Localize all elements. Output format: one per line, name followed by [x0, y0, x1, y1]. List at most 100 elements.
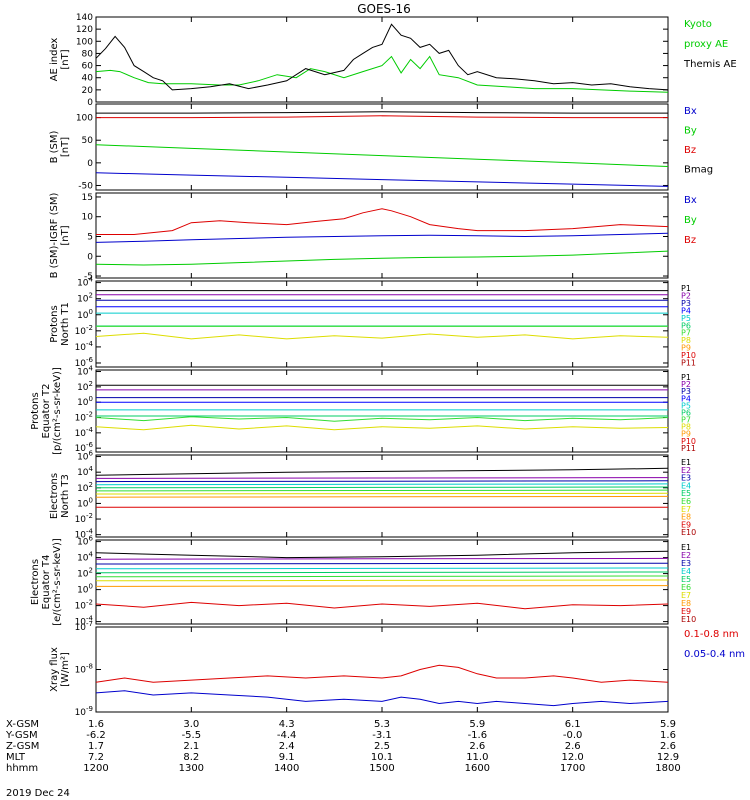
ephemeris-value: 10.1 [371, 752, 393, 763]
legend-entry: E1 [681, 543, 691, 552]
ephemeris-value: -0.0 [563, 730, 583, 741]
ephemeris-row-label: Y-GSM [5, 730, 38, 741]
y-tick-label: 10-2 [75, 411, 93, 424]
legend-entry: P4 [681, 394, 691, 403]
legend-entry: P8 [681, 336, 691, 345]
panel-1: 0 20 40 60 80 100 120 140 AE index [nT] Kyoto proxy… [49, 13, 737, 108]
series-e3 [95, 562, 669, 565]
ephemeris-row-label: Z-GSM [6, 741, 39, 752]
ephemeris-value: 5.3 [374, 719, 390, 730]
legend-entry: P8 [681, 423, 691, 432]
y-tick-label: -5 [84, 272, 93, 282]
series-e7 [95, 492, 669, 495]
series-bmag [96, 111, 668, 114]
ephemeris-value: 11.0 [466, 752, 488, 763]
legend-entry: E6 [681, 497, 691, 506]
series-bz [96, 208, 669, 235]
legend-entry: E4 [681, 567, 691, 576]
legend-entry: 0.1-0.8 nm [684, 629, 739, 640]
y-axis-label: North T3 [60, 474, 71, 518]
legend-entry: P4 [681, 306, 691, 315]
series-bx [95, 232, 669, 243]
date-label: 2019 Dec 24 [6, 788, 70, 799]
legend-entry: E3 [681, 474, 691, 483]
y-tick-label: 104 [77, 465, 93, 478]
ephemeris-value: -5.5 [182, 730, 202, 741]
legend-entry: P3 [681, 387, 691, 396]
legend-entry: P2 [681, 380, 691, 389]
y-tick-label: 100 [77, 496, 93, 509]
y-axis-label: Electrons [30, 559, 41, 605]
y-tick-label: 10 [82, 213, 94, 223]
series-e6 [95, 575, 669, 578]
legend-entry: By [684, 126, 697, 137]
ephemeris-row-label: MLT [6, 752, 26, 763]
legend-entry: Kyoto [684, 19, 712, 30]
y-axis-label: [nT] [60, 225, 71, 245]
legend-entry: E10 [681, 528, 696, 537]
y-tick-label: 10-9 [75, 705, 93, 718]
legend-entry: E6 [681, 583, 691, 592]
series-p8 [95, 332, 669, 340]
series-e7 [95, 579, 669, 582]
series-e4 [95, 483, 669, 486]
y-tick-label: 0 [87, 252, 93, 262]
series-e8 [95, 495, 669, 498]
y-axis-label: Equator T2 [41, 384, 52, 439]
y-tick-label: 10-2 [75, 512, 93, 525]
ephemeris-value: 1300 [179, 763, 204, 774]
y-axis-label: [nT] [60, 49, 71, 69]
y-tick-label: 50 [82, 136, 94, 146]
legend-entry: P5 [681, 314, 691, 323]
figure-title: GOES-16 [357, 2, 411, 16]
ephemeris-value: 12.0 [562, 752, 584, 763]
ephemeris-row-label: X-GSM [6, 719, 39, 730]
ephemeris-value: 2.1 [183, 741, 199, 752]
legend-entry: P11 [681, 359, 696, 368]
y-axis-label: B (SM)-IGRF (SM) [49, 193, 60, 279]
legend-entry: P2 [681, 291, 691, 300]
legend-entry: P1 [681, 373, 691, 382]
ephemeris-value: 5.9 [660, 719, 676, 730]
legend-entry: P5 [681, 401, 691, 410]
y-tick-label: 10-2 [75, 599, 93, 612]
ephemeris-table: X-GSM 1.6 3.0 4.3 5.3 5.9 6.1 5.9 Y-GSM -6.2 -5.5 -… [5, 719, 681, 774]
legend-entry: E10 [681, 615, 696, 624]
y-axis-label: AE index [49, 38, 60, 82]
series-e5 [95, 486, 669, 489]
series-by [95, 144, 669, 167]
panel-frame [95, 280, 669, 368]
legend-entry: E9 [681, 607, 691, 616]
series-e2 [95, 557, 669, 560]
legend-entry: E2 [681, 466, 691, 475]
legend-entry: By [684, 215, 697, 226]
ephemeris-value: 1200 [83, 763, 108, 774]
y-tick-label: 80 [82, 49, 94, 59]
panel-frame [95, 369, 669, 453]
y-axis-label: Protons [30, 392, 41, 429]
y-axis-label: B (SM) [49, 130, 60, 163]
series-e5 [95, 571, 669, 574]
series-e3 [95, 480, 669, 483]
ephemeris-value: 12.9 [657, 752, 679, 763]
series-bz [96, 115, 668, 119]
series-0-05-0-4-nm [95, 690, 669, 707]
legend-entry: 0.05-0.4 nm [684, 649, 745, 660]
series-e1 [95, 467, 669, 476]
y-axis-label: [e/(cm²-s-sr-keV)] [52, 538, 63, 626]
legend-entry: P6 [681, 408, 691, 417]
y-tick-label: 60 [82, 62, 94, 72]
ephemeris-value: 1.6 [660, 730, 676, 741]
y-tick-label: 102 [77, 481, 93, 494]
ephemeris-value: 1.6 [88, 719, 104, 730]
legend-entry: E4 [681, 481, 691, 490]
y-tick-label: 10-2 [75, 324, 93, 337]
y-tick-label: 104 [77, 551, 93, 564]
ephemeris-value: 1800 [655, 763, 680, 774]
ephemeris-value: 2.4 [279, 741, 295, 752]
y-tick-label: 0 [87, 98, 93, 108]
y-tick-label: 100 [76, 114, 93, 124]
